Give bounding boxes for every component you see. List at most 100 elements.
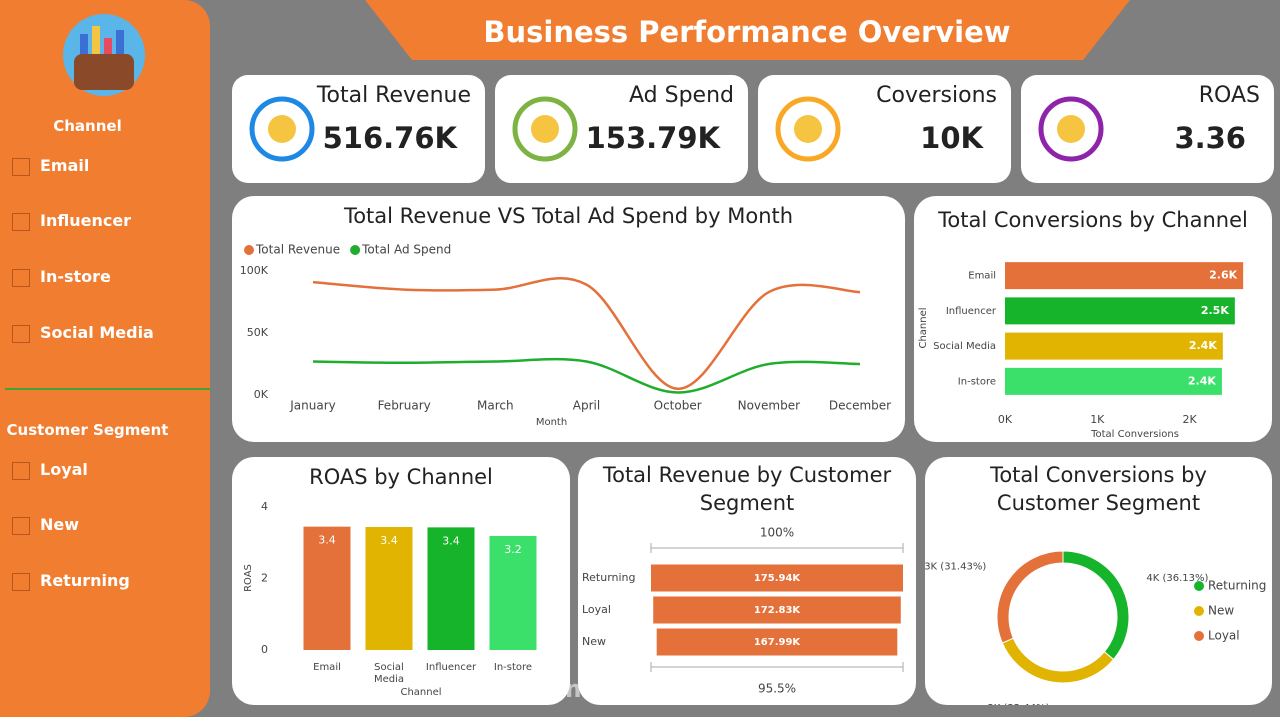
y-tick-label: Email (968, 271, 996, 282)
annotation: 100% (760, 526, 794, 540)
icon-shape (268, 115, 296, 143)
y-tick-label: 4 (261, 500, 268, 513)
donut-slice (1062, 550, 1130, 661)
x-tick-label: 0K (998, 413, 1013, 426)
slicer-title: Customer Segment (6, 421, 169, 439)
slicer-item[interactable]: Loyal (12, 460, 88, 480)
kpi-label: Ad Spend (629, 83, 734, 108)
y-tick-label: 0 (261, 643, 268, 656)
kpi-icon (775, 96, 841, 162)
slicer-label: Social Media (40, 323, 154, 342)
kpi-value: 3.36 (1174, 121, 1246, 155)
kpi-icon (512, 96, 578, 162)
category-label: New (582, 635, 606, 648)
chart-card: 4K (36.13%)Returning 3K (32.44%) New 3K (31… (925, 457, 1272, 705)
data-label: 167.99K (754, 637, 802, 648)
icon-shape (1057, 115, 1085, 143)
line (312, 277, 861, 391)
slicer-item[interactable]: Influencer (12, 211, 131, 231)
slicer-item[interactable]: In-store (12, 267, 111, 287)
y-tick-label: 2 (261, 572, 268, 585)
x-axis-label: Total Conversions (1090, 429, 1179, 440)
bar (1005, 332, 1223, 360)
chart-title: Total Revenue by Customer Segment (602, 463, 892, 515)
chart: 0 2 4 ROAS Channel Email 3.4 Social Media 3.4 Infl… (243, 500, 537, 698)
page-title: Business Performance Overview (483, 15, 1010, 49)
data-label: 3K (32.44%) (987, 703, 1049, 705)
data-label: 2.4K (1189, 339, 1217, 352)
slicer-label: Loyal (40, 460, 88, 479)
x-tick-label: Email (313, 662, 341, 673)
slicer-item[interactable]: Returning (12, 571, 130, 591)
category-label: Loyal (582, 603, 611, 616)
kpi-value: 516.76K (322, 121, 457, 155)
x-axis-label: Month (536, 417, 567, 428)
funnel-bar (656, 628, 898, 656)
bracket (650, 662, 904, 672)
legend-label: New (1208, 604, 1234, 618)
x-tick-label: 1K (1090, 413, 1105, 426)
bracket (650, 543, 904, 553)
data-label: 2.4K (1188, 374, 1216, 387)
legend-marker (1194, 581, 1204, 591)
icon-shape (531, 115, 559, 143)
bar (1005, 367, 1222, 395)
header: Business Performance Overview (365, 0, 1130, 60)
data-label: 175.94K (754, 573, 802, 584)
checkbox (12, 268, 30, 287)
sidebar: Channel Customer Segment Email Influencer… (0, 0, 210, 717)
data-label: 3.4 (318, 534, 336, 547)
bar (1005, 262, 1244, 290)
bar (303, 526, 351, 650)
chart-card: 0K 1K 2K Total Conversions Channel Email 2.6K I… (914, 196, 1272, 442)
legend-marker (1194, 631, 1204, 641)
slicer-label: Email (40, 156, 90, 175)
watermark: mostaql.com (565, 675, 739, 703)
checkbox (12, 157, 30, 176)
chart-card: 0K 50K 100K January February March April Octobe… (232, 196, 905, 442)
funnel-bar (653, 596, 901, 624)
slicer-item[interactable]: Social Media (12, 323, 154, 343)
chart-card: 0 2 4 ROAS Channel Email 3.4 Social Media 3.4 Infl… (232, 457, 570, 705)
slicer-item[interactable]: Email (12, 156, 89, 176)
bar (1005, 297, 1235, 325)
kpi-value: 10K (920, 121, 983, 155)
chart: 4K (36.13%)Returning 3K (32.44%) New 3K (31… (925, 550, 1266, 705)
data-label: 2.5K (1201, 304, 1229, 317)
kpi-icon (249, 96, 315, 162)
bar (365, 527, 413, 650)
data-label: 4K (36.13%) (1146, 573, 1208, 584)
donut-slice (1001, 637, 1115, 684)
x-tick-label: Influencer (426, 662, 477, 673)
legend-label: Total Ad Spend (361, 243, 451, 257)
y-tick-label: 50K (247, 326, 269, 339)
data-label: 3K (31.43%) (925, 561, 986, 572)
icon-shape (512, 96, 578, 162)
kpi-card: ROAS 3.36 (1021, 75, 1274, 183)
checkbox (12, 324, 30, 343)
kpi-card: Ad Spend 153.79K (495, 75, 748, 183)
kpi-label: Coversions (876, 83, 997, 108)
kpi-card: Total Revenue 516.76K (232, 75, 485, 183)
x-tick-label: 2K (1183, 413, 1198, 426)
funnel-bar (651, 564, 903, 592)
y-tick-label: In-store (958, 376, 996, 387)
legend-label: Total Revenue (255, 243, 340, 257)
icon-shape (1038, 96, 1104, 162)
legend-label: Loyal (1208, 629, 1240, 643)
chart-card: 100% 95.5% Returning 175.94K Loyal 172.83K New… (578, 457, 916, 705)
data-label: 3.4 (380, 534, 398, 547)
kpi-card: Coversions 10K (758, 75, 1011, 183)
slicer-item[interactable]: New (12, 515, 79, 535)
x-axis-label: Channel (400, 687, 441, 698)
x-tick-label: In-store (494, 662, 532, 673)
category-label: Returning (582, 571, 636, 584)
divider (5, 388, 210, 390)
legend-marker (1194, 606, 1204, 616)
chart: 100% 95.5% Returning 175.94K Loyal 172.83K New… (582, 526, 904, 696)
y-tick-label: 100K (240, 264, 269, 277)
legend-label: Returning (1208, 579, 1266, 593)
x-tick-label: Social Media (374, 662, 404, 685)
chart-title: Total Revenue VS Total Ad Spend by Month (343, 204, 794, 228)
